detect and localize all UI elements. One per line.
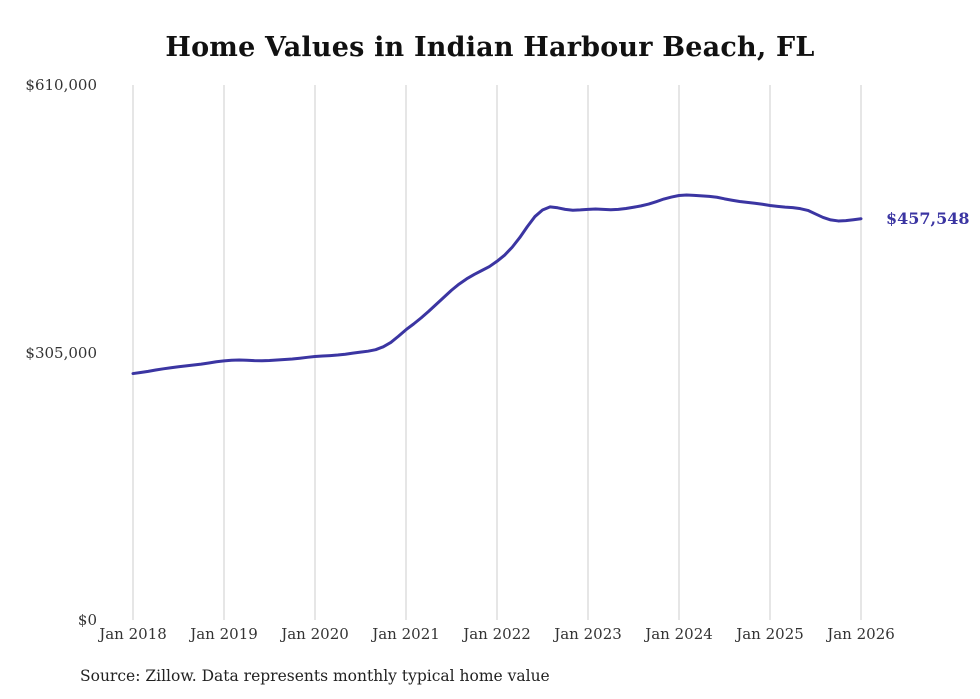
x-axis-tick-label: Jan 2021	[372, 625, 440, 643]
x-axis-tick-label: Jan 2024	[645, 625, 713, 643]
source-attribution: Source: Zillow. Data represents monthly …	[80, 667, 550, 685]
chart-title: Home Values in Indian Harbour Beach, FL	[165, 32, 815, 63]
y-axis-tick-label: $305,000	[25, 344, 97, 362]
latest-value-label: $457,548	[886, 208, 970, 228]
x-axis-tick-label: Jan 2018	[99, 625, 167, 643]
y-axis-tick-label: $610,000	[25, 76, 97, 94]
x-axis-tick-label: Jan 2022	[463, 625, 531, 643]
x-axis-tick-label: Jan 2026	[827, 625, 895, 643]
home-value-line	[131, 193, 863, 376]
x-axis-tick-label: Jan 2019	[190, 625, 258, 643]
x-axis-tick-label: Jan 2020	[281, 625, 349, 643]
x-axis-tick-label: Jan 2025	[736, 625, 804, 643]
y-axis-tick-label: $0	[77, 611, 97, 629]
x-axis-tick-label: Jan 2023	[554, 625, 622, 643]
